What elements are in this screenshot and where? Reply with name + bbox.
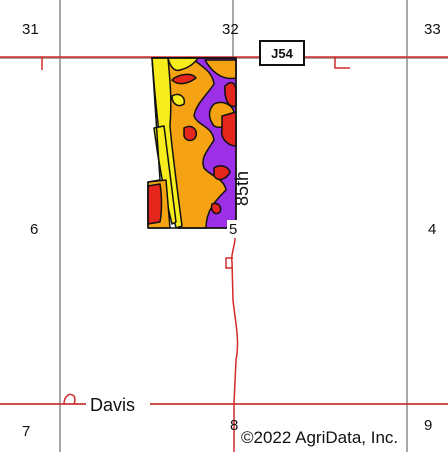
section-number-5: 5 xyxy=(229,221,237,238)
highway-shield-j54: J54 xyxy=(259,40,305,66)
section-number-4: 4 xyxy=(428,221,436,238)
road-label-davis: Davis xyxy=(90,395,135,415)
soil-unit-yellow-north[interactable] xyxy=(167,57,199,72)
copyright-notice: ©2022 AgriData, Inc. xyxy=(241,428,398,447)
soil-unit-yellow-mid[interactable] xyxy=(171,93,186,107)
section-number-33: 33 xyxy=(424,21,441,38)
soil-unit-red-southwest[interactable] xyxy=(147,183,163,225)
road-85th-spur xyxy=(225,257,233,269)
section-number-8: 8 xyxy=(230,417,238,434)
road-label-85th: 85th xyxy=(232,171,252,206)
soil-map-field[interactable] xyxy=(147,57,237,229)
field-boundary xyxy=(147,57,237,229)
soil-unit-red-south[interactable] xyxy=(210,202,222,215)
section-number-9: 9 xyxy=(424,417,432,434)
section-number-32: 32 xyxy=(222,21,239,38)
highway-shield-box xyxy=(259,40,305,66)
soil-unit-red-north[interactable] xyxy=(171,73,197,85)
section-number-7: 7 xyxy=(22,423,30,440)
road-label-davis-bg xyxy=(86,394,150,416)
soil-unit-red-center[interactable] xyxy=(183,125,198,142)
section-number-6: 6 xyxy=(30,221,38,238)
section-number-5-bg xyxy=(227,220,241,238)
highway-shield-label: J54 xyxy=(271,46,293,61)
section-number-31: 31 xyxy=(22,21,39,38)
road-85th xyxy=(231,58,239,452)
road-network xyxy=(0,56,448,452)
soil-unit-yellow-strip[interactable] xyxy=(151,57,183,229)
soil-unit-red-east-2[interactable] xyxy=(220,111,237,147)
soil-unit-red-east-3[interactable] xyxy=(213,165,231,181)
road-davis-loop xyxy=(63,393,76,405)
road-j54-spur-east xyxy=(334,57,350,69)
